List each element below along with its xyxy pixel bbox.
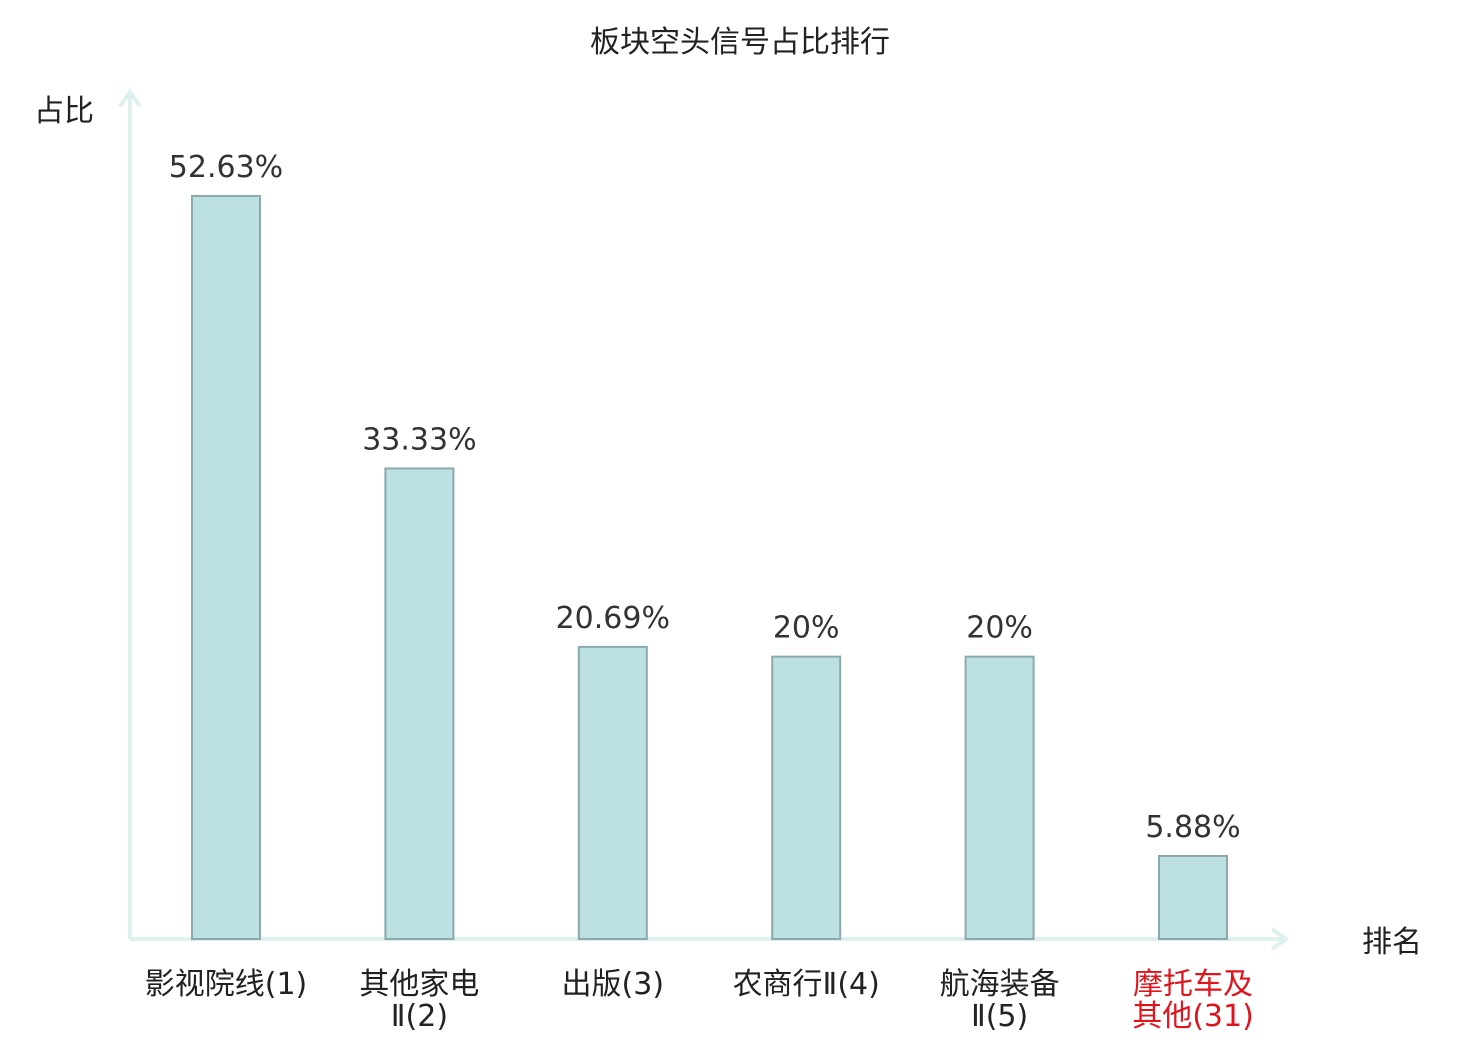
chart-title: 板块空头信号占比排行 <box>590 25 890 60</box>
category-label-line: 其他家电 <box>359 967 479 1002</box>
bar-value-label: 5.88% <box>1145 810 1240 845</box>
category-label: 出版(3) <box>562 967 665 1002</box>
category-label-line: 其他(31) <box>1132 999 1254 1034</box>
category-label-line: 农商行Ⅱ(4) <box>733 967 880 1002</box>
bar-value-label: 20.69% <box>556 601 670 636</box>
axes <box>118 88 1290 951</box>
category-label-line: 摩托车及 <box>1133 967 1253 1002</box>
bar-value-label: 20% <box>966 611 1033 646</box>
category-label: 影视院线(1) <box>145 967 308 1002</box>
category-label-line: 航海装备 <box>940 967 1060 1002</box>
bar <box>771 655 842 941</box>
bars-group <box>191 195 1228 941</box>
bar <box>964 655 1035 941</box>
bar-value-label: 52.63% <box>169 150 283 185</box>
bar <box>191 195 261 940</box>
bar <box>577 645 648 940</box>
category-label: 航海装备 Ⅱ(5) <box>940 967 1060 1034</box>
category-label-line: Ⅱ(5) <box>971 999 1028 1034</box>
bar-value-label: 33.33% <box>362 422 476 457</box>
y-axis-label: 占比 <box>34 94 94 129</box>
category-label: 农商行Ⅱ(4) <box>733 967 880 1002</box>
category-label: 其他家电 Ⅱ(2) <box>359 967 479 1034</box>
category-label-line: 出版(3) <box>562 967 665 1002</box>
x-axis-arrow <box>1270 927 1290 951</box>
bar-value-label: 20% <box>773 611 840 646</box>
category-labels-group: 影视院线(1) 其他家电 Ⅱ(2)出版(3) 农商行Ⅱ(4) 航海装备 Ⅱ(5)摩托车及其… <box>145 967 1254 1034</box>
bar <box>384 467 455 940</box>
category-label-line: Ⅱ(2) <box>391 999 448 1034</box>
value-labels-group: 52.63% 33.33% 20.69% 20% 20% 5.88% <box>169 150 1241 845</box>
y-axis-arrow <box>118 88 142 108</box>
category-label: 摩托车及其他(31) <box>1132 967 1254 1034</box>
x-axis-label: 排名 <box>1362 925 1422 960</box>
category-label-line: 影视院线(1) <box>145 967 308 1002</box>
bar <box>1158 854 1228 941</box>
